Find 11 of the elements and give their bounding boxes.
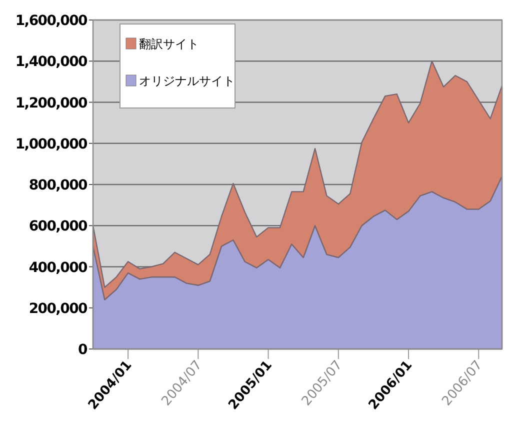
legend-label: オリジナルサイト — [139, 74, 235, 88]
y-tick-label: 1,000,000 — [15, 136, 88, 152]
y-tick-label: 800,000 — [28, 178, 88, 194]
legend-label: 翻訳サイト — [139, 37, 199, 51]
y-tick-label: 0 — [78, 342, 88, 358]
y-tick-label: 1,600,000 — [15, 13, 88, 29]
y-tick-label: 1,200,000 — [15, 95, 88, 112]
y-tick-label: 400,000 — [28, 260, 88, 276]
y-tick-label: 200,000 — [28, 300, 88, 317]
y-tick-label: 1,400,000 — [15, 54, 88, 70]
y-tick-label: 600,000 — [28, 218, 88, 235]
